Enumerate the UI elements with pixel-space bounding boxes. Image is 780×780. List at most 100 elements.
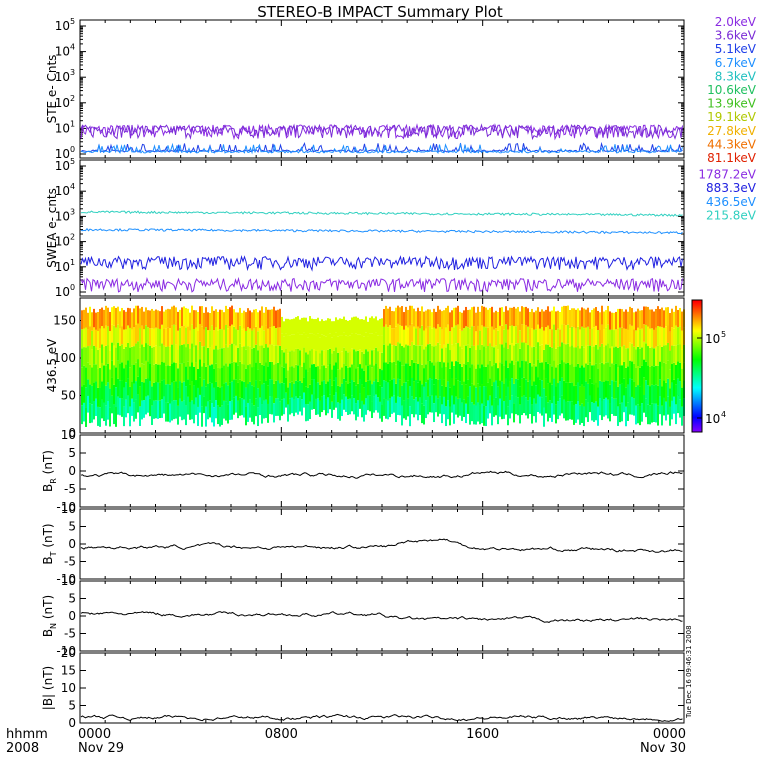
- heatmap-cell: [481, 364, 483, 385]
- heatmap-cell: [539, 311, 541, 329]
- heatmap-cell: [339, 352, 341, 370]
- heatmap-cell: [575, 366, 577, 386]
- heatmap-cell: [315, 382, 317, 399]
- heatmap-cell: [439, 309, 441, 327]
- heatmap-cell: [431, 395, 433, 413]
- heatmap-cell: [591, 328, 593, 347]
- heatmap-cell: [307, 404, 309, 421]
- heatmap-cell: [549, 329, 551, 347]
- heatmap-cell: [429, 378, 431, 396]
- heatmap-cell: [469, 309, 471, 329]
- heatmap-cell: [247, 402, 249, 422]
- heatmap-cell: [681, 368, 683, 388]
- heatmap-cell: [253, 405, 255, 425]
- heatmap-cell: [233, 397, 235, 415]
- heatmap-cell: [263, 383, 265, 401]
- heatmap-cell: [469, 405, 471, 425]
- heatmap-cell: [273, 306, 275, 326]
- heatmap-cell: [103, 346, 105, 366]
- heatmap-cell: [253, 367, 255, 387]
- heatmap-cell: [363, 370, 365, 388]
- heatmap-cell: [243, 381, 245, 400]
- heatmap-cell: [315, 319, 317, 336]
- heatmap-cell: [499, 325, 501, 345]
- heatmap-cell: [339, 369, 341, 387]
- heatmap-cell: [379, 368, 381, 386]
- heatmap-cell: [203, 396, 205, 414]
- heatmap-cell: [235, 329, 237, 346]
- heatmap-cell: [215, 381, 217, 401]
- heatmap-cell: [631, 325, 633, 344]
- heatmap-cell: [553, 360, 555, 379]
- heatmap-cell: [601, 362, 603, 382]
- heatmap-cell: [493, 364, 495, 383]
- heatmap-cell: [277, 327, 279, 346]
- heatmap-cell: [645, 380, 647, 399]
- colorbar-segment: [692, 376, 702, 379]
- heatmap-cell: [229, 307, 231, 327]
- heatmap-cell: [333, 335, 335, 351]
- heatmap-cell: [367, 395, 369, 411]
- heatmap-cell: [155, 363, 157, 383]
- heatmap-cell: [467, 309, 469, 328]
- heatmap-cell: [353, 349, 355, 366]
- heatmap-cell: [555, 311, 557, 331]
- colorbar-segment: [692, 320, 702, 323]
- heatmap-cell: [327, 365, 329, 382]
- heatmap-cell: [541, 309, 543, 328]
- heatmap-cell: [343, 332, 345, 348]
- heatmap-cell: [371, 316, 373, 334]
- heatmap-cell: [323, 350, 325, 366]
- heatmap-cell: [251, 312, 253, 331]
- heatmap-cell: [265, 362, 267, 381]
- heatmap-cell: [551, 310, 553, 330]
- heatmap-cell: [145, 360, 147, 379]
- heatmap-cell: [435, 395, 437, 413]
- heatmap-cell: [321, 396, 323, 413]
- y-tick-label: -5: [64, 627, 76, 641]
- heatmap-cell: [153, 346, 155, 365]
- heatmap-cell: [309, 350, 311, 368]
- heatmap-cell: [421, 306, 423, 326]
- heatmap-cell: [659, 396, 661, 415]
- colorbar-segment: [692, 352, 702, 355]
- heatmap-cell: [447, 400, 449, 420]
- heatmap-cell: [283, 383, 285, 399]
- heatmap-cell: [459, 311, 461, 330]
- heatmap-cell: [371, 350, 373, 368]
- colorbar-segment: [692, 396, 702, 399]
- heatmap-cell: [477, 364, 479, 384]
- heatmap-cell: [221, 386, 223, 406]
- heatmap-cell: [295, 364, 297, 381]
- heatmap-cell: [471, 345, 473, 365]
- heatmap-cell: [107, 401, 109, 420]
- heatmap-cell: [277, 398, 279, 416]
- heatmap-cell: [487, 346, 489, 365]
- heatmap-cell: [149, 328, 151, 346]
- heatmap-cell: [545, 361, 547, 379]
- colorbar-segment: [692, 374, 702, 377]
- heatmap-cell: [639, 386, 641, 407]
- heatmap-cell: [99, 328, 101, 349]
- heatmap-cell: [555, 367, 557, 387]
- heatmap-cell: [659, 326, 661, 345]
- heatmap-cell: [189, 348, 191, 367]
- heatmap-cell: [257, 312, 259, 332]
- heatmap-cell: [137, 341, 139, 360]
- heatmap-cell: [497, 405, 499, 425]
- heatmap-cell: [369, 364, 371, 381]
- heatmap-cell: [531, 347, 533, 367]
- heatmap-cell: [517, 379, 519, 398]
- heatmap-cell: [105, 385, 107, 406]
- heatmap-cell: [407, 363, 409, 381]
- heatmap-cell: [213, 387, 215, 408]
- colorbar-segment: [692, 386, 702, 389]
- heatmap-cell: [237, 347, 239, 366]
- heatmap-cell: [351, 348, 353, 365]
- heatmap-cell: [193, 385, 195, 405]
- heatmap-cell: [587, 345, 589, 365]
- heatmap-cell: [399, 343, 401, 362]
- heatmap-cell: [271, 309, 273, 327]
- heatmap-cell: [139, 347, 141, 368]
- heatmap-cell: [587, 402, 589, 422]
